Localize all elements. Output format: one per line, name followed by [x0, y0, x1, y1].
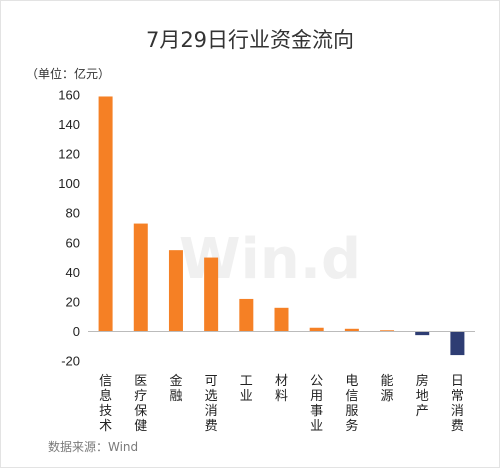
y-tick-label: 20 — [66, 294, 80, 309]
bar-5 — [239, 298, 254, 332]
bar-9 — [380, 330, 395, 332]
bar-11 — [450, 331, 465, 356]
x-category-label: 金融 — [169, 373, 182, 404]
x-category-label: 工业 — [240, 374, 253, 404]
y-tick-label: 100 — [58, 176, 80, 191]
x-category-label: 医疗保健 — [134, 374, 147, 434]
source-note: 数据来源：Wind — [48, 439, 138, 454]
bar-6 — [274, 307, 289, 332]
x-category-label: 房地产 — [416, 373, 429, 419]
x-category-label: 能源 — [381, 374, 394, 404]
bar-10 — [415, 331, 430, 336]
bar-7 — [309, 327, 324, 332]
y-tick-label: 120 — [58, 147, 80, 162]
y-tick-label: 0 — [73, 324, 80, 339]
bars — [98, 96, 465, 356]
x-category-label: 材料 — [275, 374, 288, 404]
y-tick-label: 160 — [58, 88, 80, 103]
y-tick-label: 140 — [58, 117, 80, 132]
x-category-label: 电信服务 — [345, 374, 358, 434]
y-tick-label: 40 — [66, 265, 80, 280]
x-category-label: 公用事业 — [310, 374, 323, 434]
x-category-label: 日常消费 — [451, 374, 464, 434]
bar-3 — [168, 250, 183, 332]
y-tick-label: -20 — [61, 354, 80, 369]
bar-2 — [133, 223, 148, 332]
x-category-label: 可选消费 — [205, 374, 218, 434]
y-tick-label: 80 — [66, 206, 80, 221]
y-tick-label: 60 — [66, 235, 80, 250]
x-category-label: 信息技术 — [99, 374, 112, 434]
bar-1 — [98, 96, 113, 332]
chart-title: 7月29日行业资金流向 — [146, 28, 354, 52]
y-axis-ticks: -20 0 20 40 60 80 100 120 140 160 — [58, 88, 80, 369]
unit-label: （单位：亿元） — [26, 66, 110, 81]
bar-8 — [344, 328, 359, 332]
bar-4 — [204, 257, 219, 332]
